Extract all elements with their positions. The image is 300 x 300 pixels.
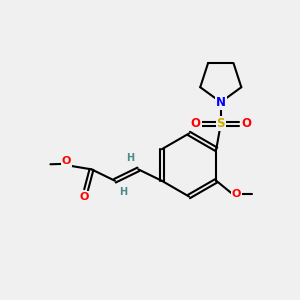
Text: N: N <box>216 96 226 109</box>
Text: H: H <box>126 153 134 163</box>
Text: O: O <box>241 117 251 130</box>
Text: O: O <box>80 192 89 202</box>
Text: O: O <box>190 117 201 130</box>
Text: H: H <box>119 187 128 197</box>
Text: O: O <box>61 156 71 166</box>
Text: S: S <box>217 117 225 130</box>
Text: O: O <box>232 189 241 199</box>
